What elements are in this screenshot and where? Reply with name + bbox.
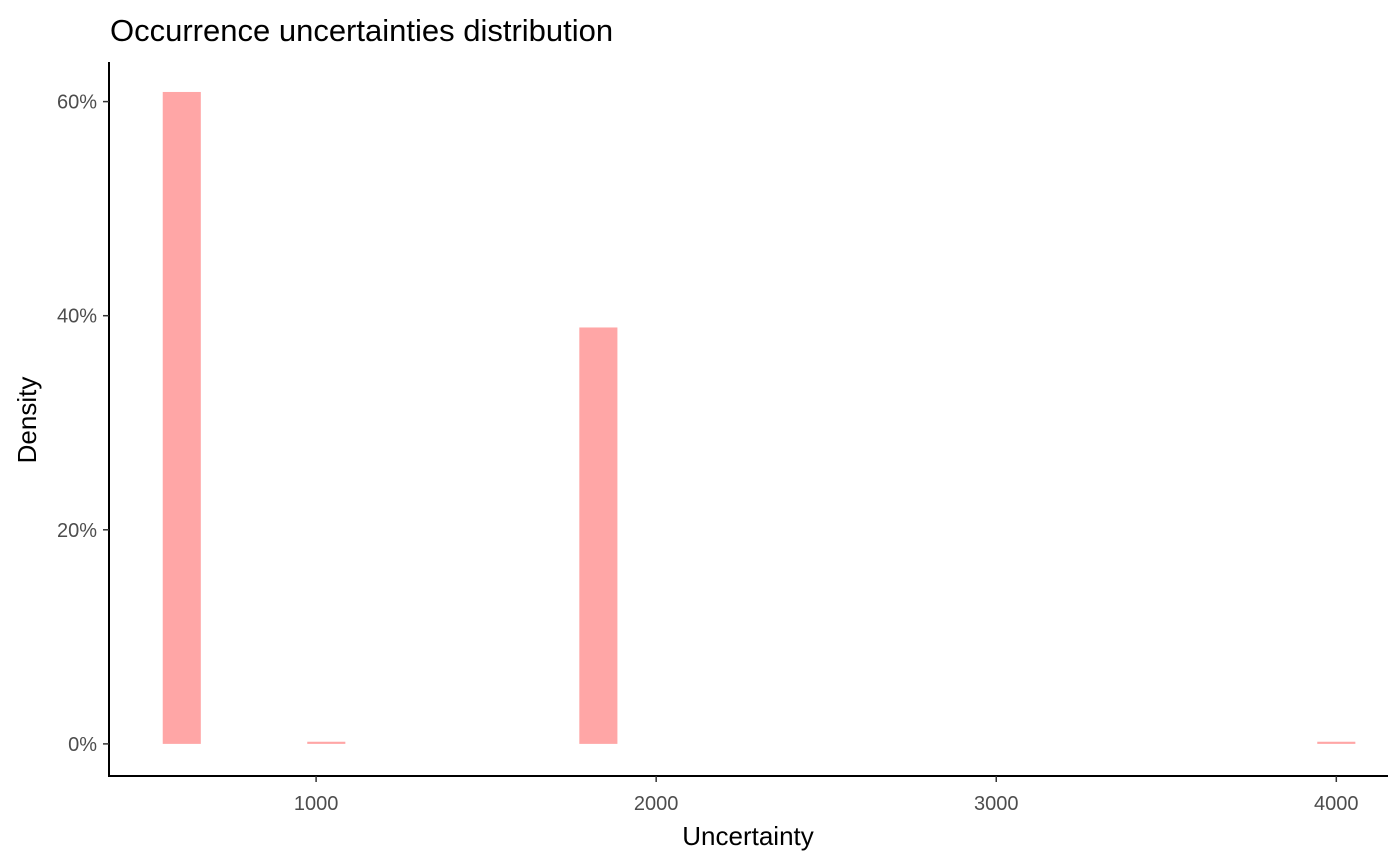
y-axis-ticks: 0% 20% 40% 60% [57,92,109,756]
y-tick-label: 60% [57,92,97,114]
x-axis-ticks: 1000 2000 3000 4000 [294,776,1359,815]
histogram-bar-2 [307,741,346,744]
chart-title: Occurrence uncertainties distribution [110,13,613,48]
y-tick-label: 0% [68,734,97,756]
x-axis-title: Uncertainty [682,821,814,851]
y-tick-label: 20% [57,520,97,542]
y-tick-label: 40% [57,306,97,328]
x-tick-label: 2000 [634,793,679,815]
bars-group [162,91,1356,744]
histogram-bar-1 [162,91,201,744]
x-tick-label: 4000 [1314,793,1359,815]
y-axis-title: Density [12,377,42,464]
histogram-bar-4 [1317,741,1356,744]
x-tick-label: 3000 [974,793,1019,815]
histogram-bar-3 [579,327,618,744]
x-tick-label: 1000 [294,793,339,815]
